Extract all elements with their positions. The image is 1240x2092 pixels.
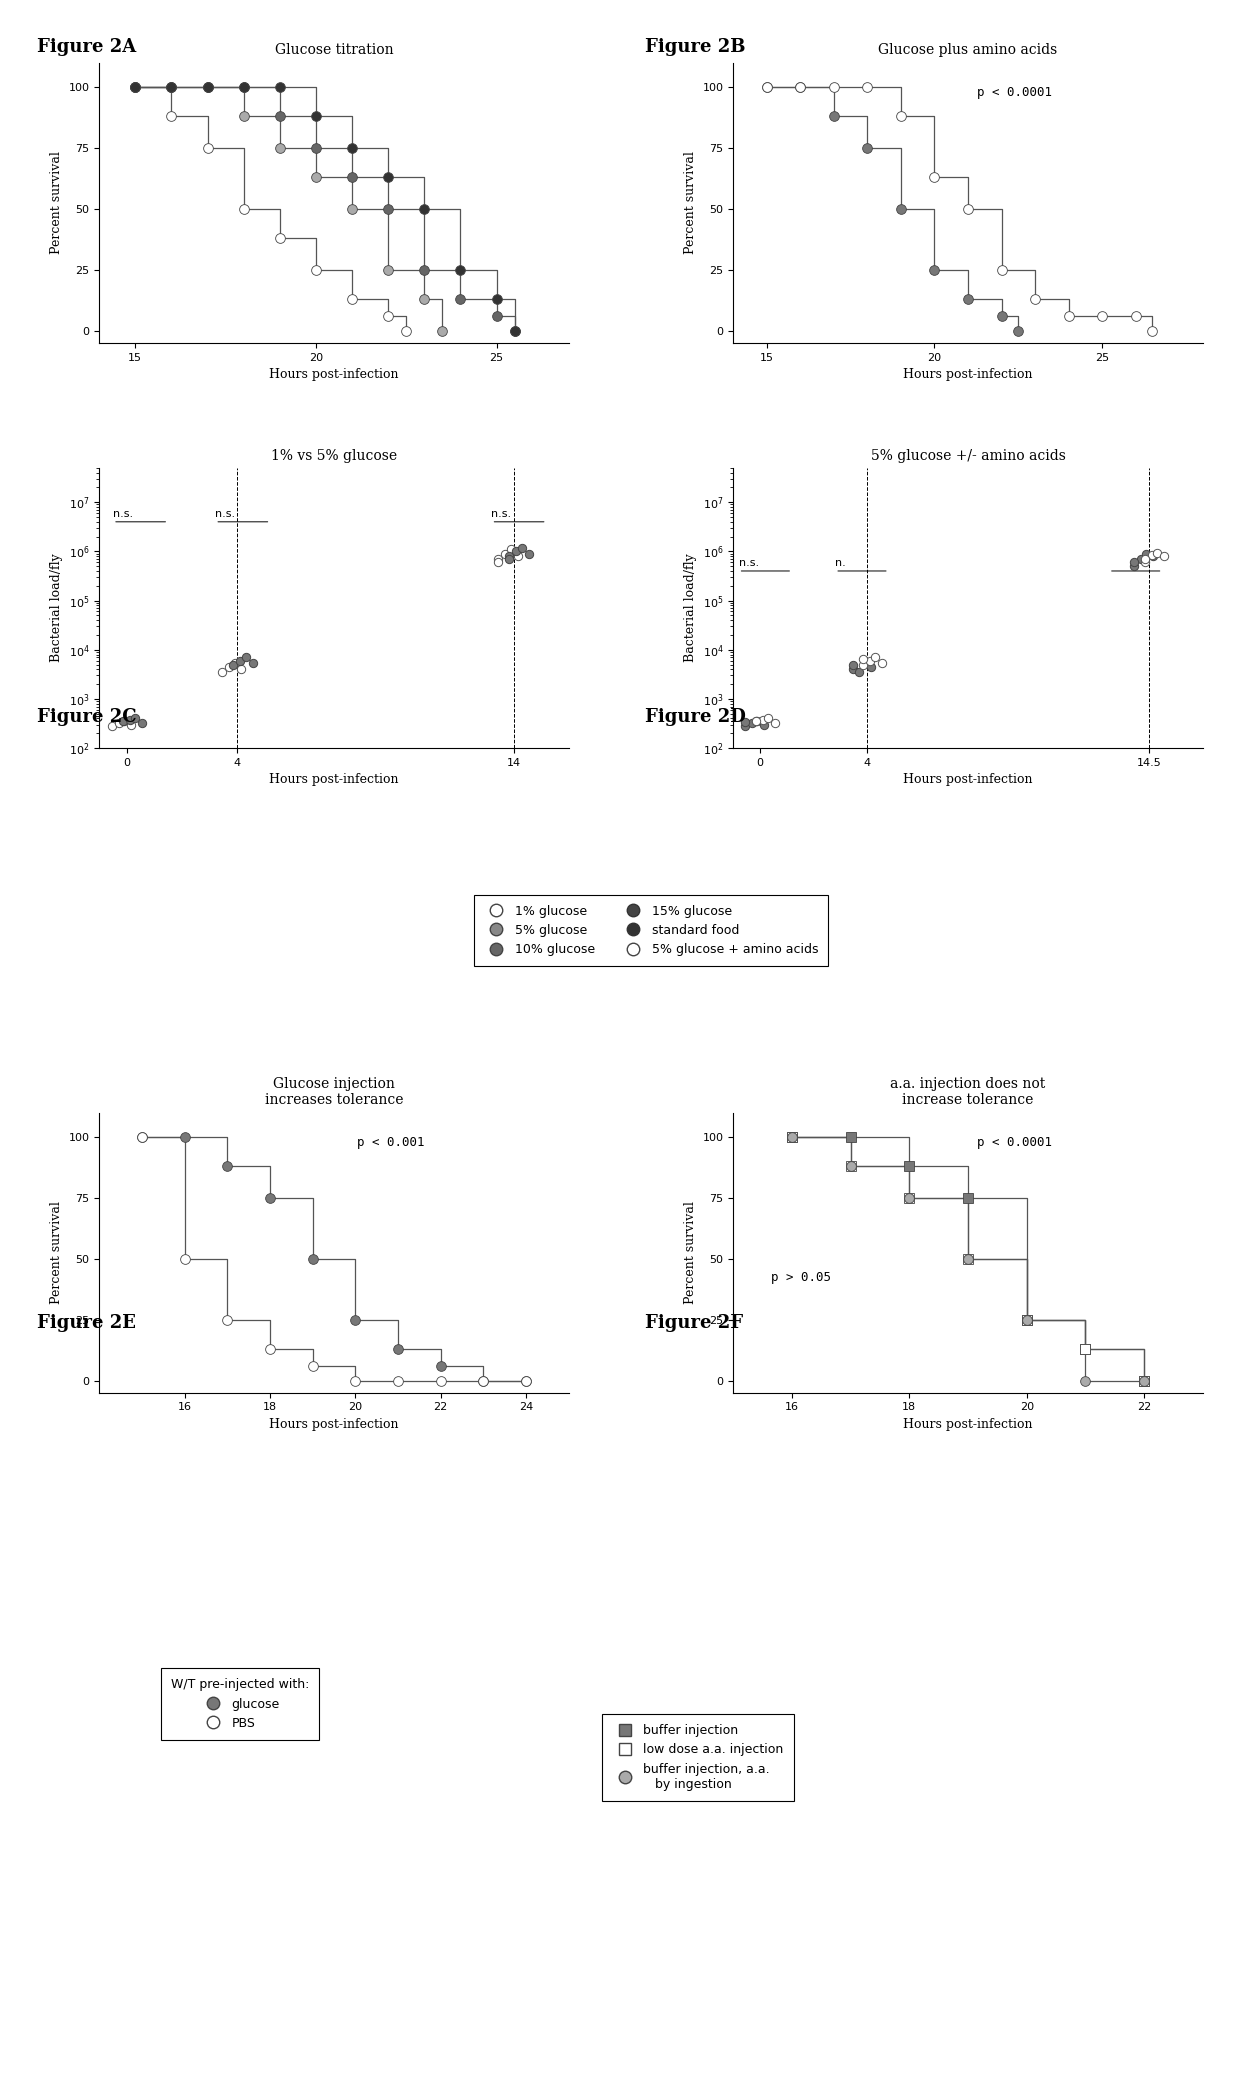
Text: Figure 2D: Figure 2D bbox=[645, 707, 745, 726]
Text: n.s.: n.s. bbox=[113, 508, 133, 519]
Text: p < 0.0001: p < 0.0001 bbox=[977, 1136, 1053, 1149]
Legend: buffer injection, low dose a.a. injection, buffer injection, a.a.
   by ingestio: buffer injection, low dose a.a. injectio… bbox=[603, 1713, 794, 1801]
X-axis label: Hours post-infection: Hours post-infection bbox=[269, 1418, 399, 1431]
Text: p > 0.05: p > 0.05 bbox=[771, 1270, 831, 1284]
Text: n.s.: n.s. bbox=[216, 508, 236, 519]
X-axis label: Hours post-infection: Hours post-infection bbox=[269, 368, 399, 381]
Title: Glucose injection
increases tolerance: Glucose injection increases tolerance bbox=[265, 1077, 403, 1107]
Text: n.: n. bbox=[836, 559, 846, 569]
Text: Figure 2A: Figure 2A bbox=[37, 38, 136, 56]
Text: p < 0.0001: p < 0.0001 bbox=[977, 86, 1053, 100]
Text: n.s.: n.s. bbox=[739, 559, 759, 569]
X-axis label: Hours post-infection: Hours post-infection bbox=[903, 368, 1033, 381]
Text: Figure 2C: Figure 2C bbox=[37, 707, 136, 726]
Title: Glucose plus amino acids: Glucose plus amino acids bbox=[878, 44, 1058, 56]
Text: Figure 2F: Figure 2F bbox=[645, 1314, 743, 1333]
Y-axis label: Percent survival: Percent survival bbox=[684, 151, 697, 255]
X-axis label: Hours post-infection: Hours post-infection bbox=[903, 774, 1033, 787]
Title: Glucose titration: Glucose titration bbox=[275, 44, 393, 56]
Text: Figure 2E: Figure 2E bbox=[37, 1314, 136, 1333]
Title: 1% vs 5% glucose: 1% vs 5% glucose bbox=[272, 448, 397, 462]
Title: 5% glucose +/- amino acids: 5% glucose +/- amino acids bbox=[870, 448, 1065, 462]
Y-axis label: Percent survival: Percent survival bbox=[684, 1201, 697, 1303]
Text: p < 0.001: p < 0.001 bbox=[357, 1136, 425, 1149]
X-axis label: Hours post-infection: Hours post-infection bbox=[269, 774, 399, 787]
Title: a.a. injection does not
increase tolerance: a.a. injection does not increase toleran… bbox=[890, 1077, 1045, 1107]
Y-axis label: Percent survival: Percent survival bbox=[50, 151, 63, 255]
Text: n.s.: n.s. bbox=[491, 508, 512, 519]
Y-axis label: Bacterial load/fly: Bacterial load/fly bbox=[684, 554, 697, 663]
Y-axis label: Bacterial load/fly: Bacterial load/fly bbox=[50, 554, 63, 663]
X-axis label: Hours post-infection: Hours post-infection bbox=[903, 1418, 1033, 1431]
Text: Figure 2B: Figure 2B bbox=[645, 38, 745, 56]
Y-axis label: Percent survival: Percent survival bbox=[50, 1201, 63, 1303]
Legend: 1% glucose, 5% glucose, 10% glucose, 15% glucose, standard food, 5% glucose + am: 1% glucose, 5% glucose, 10% glucose, 15%… bbox=[474, 895, 828, 967]
